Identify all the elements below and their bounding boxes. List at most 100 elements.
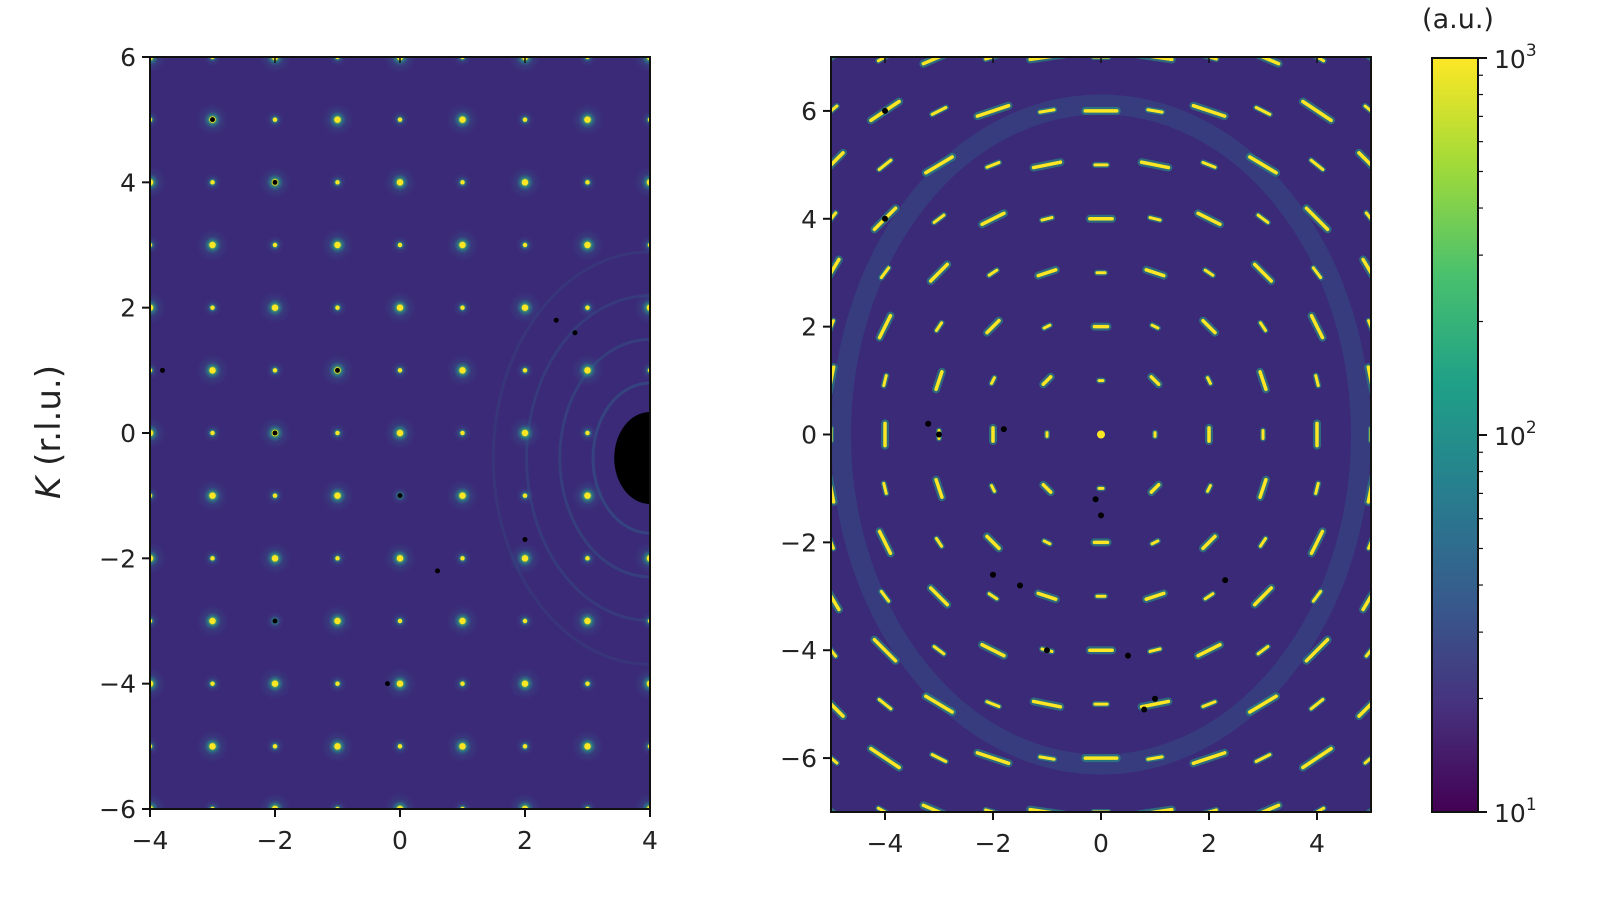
diffuse-ring xyxy=(491,250,650,666)
bragg-peak xyxy=(150,616,155,626)
dark-spot xyxy=(522,537,528,543)
bragg-peak-streak xyxy=(1196,642,1222,658)
bragg-peak-streak xyxy=(831,104,839,113)
x-tick-label: 2 xyxy=(1201,829,1217,858)
peak-core xyxy=(396,179,404,186)
y-tick-label: −6 xyxy=(780,744,817,773)
bragg-peak-streak xyxy=(1258,321,1268,332)
bragg-peak-streak xyxy=(1309,529,1325,556)
bragg-peak xyxy=(266,800,284,809)
bragg-peak xyxy=(641,549,650,568)
bragg-peak xyxy=(516,800,534,809)
peak-core xyxy=(459,617,466,625)
peak-core xyxy=(521,680,529,687)
peak-core xyxy=(459,241,466,249)
peak-core xyxy=(272,242,278,248)
dark-spot xyxy=(335,367,340,373)
dark-spot xyxy=(1152,695,1158,702)
bragg-peak-streak xyxy=(882,481,888,495)
dark-spot xyxy=(1125,652,1131,659)
x-tick-label: 4 xyxy=(642,826,658,855)
bragg-peak-streak xyxy=(831,319,835,331)
bragg-peak-streak xyxy=(934,537,944,548)
peak-core xyxy=(584,492,591,499)
right-y-axis: −6 −4 −2 0 2 4 6 xyxy=(780,97,831,773)
colorbar-ticks: 103 102 101 xyxy=(1478,41,1537,828)
bragg-peak-streak xyxy=(928,586,950,607)
bragg-peak-streak xyxy=(930,753,948,763)
bragg-peak-streak xyxy=(877,313,893,340)
bragg-peak-streak xyxy=(831,538,835,550)
bragg-peak-streak xyxy=(1148,216,1162,222)
peak-core xyxy=(396,304,404,311)
peak-core xyxy=(585,305,590,310)
bragg-peak-streak xyxy=(1036,591,1058,601)
bragg-peak-streak xyxy=(872,637,898,663)
bragg-peak-streak xyxy=(924,694,954,714)
bragg-peak-streak xyxy=(1144,591,1166,601)
bragg-peak-streak xyxy=(1148,647,1162,653)
bragg-peak xyxy=(150,365,155,376)
bragg-peak-streak xyxy=(1142,57,1174,62)
bragg-peak-streak xyxy=(985,700,1001,709)
peak-core xyxy=(272,493,278,498)
bragg-peak-streak xyxy=(1203,592,1215,601)
peak-core xyxy=(584,116,591,123)
bragg-peak-streak xyxy=(1040,216,1054,222)
diffuse-ring xyxy=(558,337,650,579)
colorbar: (a.u.) 103 102 101 xyxy=(1422,4,1537,828)
peak-core xyxy=(460,556,465,561)
peak-core xyxy=(272,117,278,122)
bragg-peak-streak xyxy=(1149,482,1161,494)
bragg-peak-streak xyxy=(1038,108,1056,114)
bragg-peak-streak xyxy=(1361,257,1371,277)
bragg-peak-streak xyxy=(1301,746,1333,770)
dark-spot xyxy=(553,317,559,323)
bragg-peak-streak xyxy=(1144,268,1166,278)
bragg-peak-streak xyxy=(1028,57,1060,62)
dark-spot xyxy=(1000,426,1007,433)
bragg-peak-streak xyxy=(1201,700,1217,709)
peak-core xyxy=(459,492,466,499)
bragg-peak-streak xyxy=(1367,538,1371,550)
right-peaks-layer xyxy=(831,57,1371,812)
bragg-peak-streak xyxy=(1309,697,1325,711)
bragg-peak-streak xyxy=(1254,753,1272,763)
bragg-peak-streak xyxy=(990,484,996,493)
left-y-axis-label-variable: K xyxy=(29,474,69,499)
peak-core xyxy=(209,367,216,374)
bragg-peak-streak xyxy=(1031,160,1063,170)
left-x-axis: −4 −2 0 2 4 xyxy=(132,57,658,855)
peak-core xyxy=(584,617,591,625)
peak-core xyxy=(521,429,529,437)
bragg-peak-streak xyxy=(975,103,1011,118)
bragg-peak xyxy=(1097,430,1105,439)
peak-core xyxy=(460,681,465,686)
bragg-peak-streak xyxy=(934,370,944,392)
bragg-peak-streak xyxy=(1254,106,1272,116)
peak-core xyxy=(585,681,590,686)
bragg-peak-streak xyxy=(876,806,889,812)
bragg-peak-streak xyxy=(1314,481,1320,495)
y-tick-label: −6 xyxy=(99,795,136,824)
bragg-peak-streak xyxy=(985,534,1001,551)
left-dark-spots xyxy=(160,117,578,687)
bragg-peak-streak xyxy=(934,321,944,332)
bragg-peak-streak xyxy=(921,803,944,812)
bragg-peak-streak xyxy=(1201,318,1217,335)
bragg-peak-streak xyxy=(1196,211,1222,227)
y-tick-label: 2 xyxy=(801,313,817,342)
bragg-peak-streak xyxy=(831,647,838,658)
dark-spot xyxy=(882,215,888,222)
bragg-peak-streak xyxy=(1357,151,1371,168)
bragg-peak-streak xyxy=(1258,477,1268,499)
bragg-peak xyxy=(645,616,650,626)
bragg-peak-streak xyxy=(831,211,838,222)
peak-core xyxy=(397,618,403,624)
dark-spot xyxy=(272,430,278,436)
peak-core xyxy=(522,493,528,498)
bragg-peak-streak xyxy=(1364,647,1371,658)
bragg-peak-streak xyxy=(1041,482,1053,494)
bragg-peak-streak xyxy=(1031,699,1063,709)
